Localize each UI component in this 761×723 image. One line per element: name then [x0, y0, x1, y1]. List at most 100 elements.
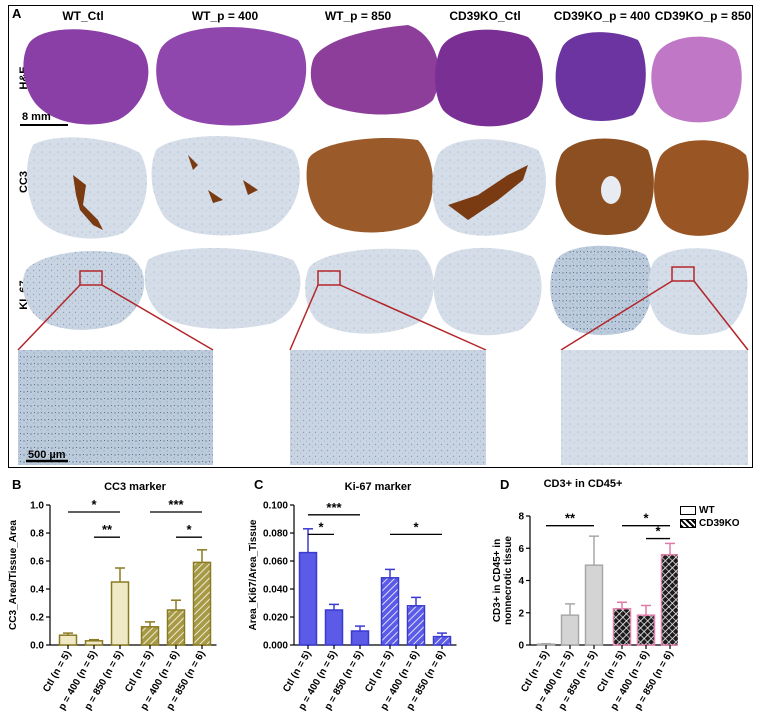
he-wt-850 [310, 25, 440, 115]
zoom-line [560, 280, 673, 351]
column-title-ko-400: CD39KO_p = 400 [553, 9, 651, 23]
cc3-ko-400-hole [601, 176, 621, 204]
bar [350, 630, 370, 646]
bar [432, 635, 452, 646]
he-row-images [20, 25, 742, 127]
legend-item-wt: WT [680, 505, 740, 516]
y-tick-label: 2 [518, 608, 524, 619]
micrograph-grid [17, 25, 749, 465]
column-title-ko-850: CD39KO_p = 850 [654, 9, 752, 23]
y-tick-label: 0.8 [30, 529, 44, 540]
panel-label-c: C [254, 477, 264, 492]
y-tick-label: 0 [518, 641, 524, 652]
significance-label: ** [102, 522, 113, 537]
he-wt-ctl [23, 29, 149, 125]
column-title-wt-ctl: WT_Ctl [62, 9, 104, 23]
chart-c: 0.000 0.020 0.040 0.060 0.080 0.100 Area_Ki67/… [248, 500, 457, 712]
significance-label: * [643, 511, 649, 526]
y-tick-label: 1.0 [30, 501, 44, 512]
y-tick-label: 0.100 [263, 501, 288, 512]
chart-c-title: Ki-67 marker [344, 481, 412, 493]
ki67-wt-850 [305, 248, 434, 334]
zoom-line [693, 280, 749, 351]
panel-label-b: B [12, 477, 22, 492]
ki67-wt-400 [144, 247, 301, 329]
bar [140, 626, 160, 646]
ki67-wt-ctl [22, 250, 145, 330]
bar [406, 605, 426, 646]
bar [560, 614, 580, 646]
zoom-line [101, 284, 214, 351]
cc3-row-images [26, 136, 749, 239]
significance-label: * [318, 519, 324, 534]
y-tick-label: 6 [518, 544, 524, 555]
cc3-ko-850 [654, 140, 749, 236]
ki67-ko-ctl [433, 247, 542, 336]
significance-label: *** [168, 497, 184, 512]
y-tick-label: 0.0 [30, 641, 44, 652]
y-tick-label: 0.6 [30, 557, 44, 568]
chart-b: 0.00.20.40.60.81.0CC3_Area/Tissue_AreaCt… [8, 497, 217, 712]
bar [584, 564, 604, 646]
bar [324, 609, 344, 646]
he-ko-ctl [435, 29, 543, 127]
cc3-wt-ctl [26, 137, 147, 239]
y-axis-label: Area_Ki67/Area_Tissue [248, 519, 259, 630]
column-title-wt-850: WT_p = 850 [324, 9, 392, 23]
bar [58, 634, 78, 646]
bar [110, 581, 130, 646]
y-tick-label: 0.000 [263, 641, 288, 652]
bar [192, 561, 212, 646]
scale-bar-large-label: 8 mm [22, 111, 51, 123]
zoom-box-ko-850 [671, 266, 695, 282]
legend-swatch-wt [680, 506, 696, 515]
cc3-ko-ctl-stain [448, 165, 528, 220]
he-ko-400 [555, 32, 646, 121]
bar [166, 609, 186, 646]
legend-swatch-ko [680, 519, 696, 528]
he-wt-400 [156, 27, 307, 126]
y-tick-label: 0.060 [263, 557, 288, 568]
chart-d-title: CD3+ in CD45+ [543, 478, 623, 490]
bar-crosshatch [637, 615, 655, 645]
bar [380, 577, 400, 646]
significance-label: ** [565, 511, 576, 526]
zoom-box-wt-ctl [79, 270, 103, 286]
he-ko-850 [651, 36, 742, 123]
inset-wt-ctl [18, 350, 213, 465]
column-title-wt-400: WT_p = 400 [191, 9, 259, 23]
y-tick-label: 0.080 [263, 529, 288, 540]
significance-label: *** [326, 500, 342, 515]
y-tick-label: 0.2 [30, 613, 44, 624]
y-axis-label: CD3+ in CD45+ innonnecrotic tissue [492, 536, 514, 625]
y-tick-label: 4 [518, 576, 524, 587]
column-title-ko-ctl: CD39KO_Ctl [449, 9, 521, 23]
legend-label-ko: CD39KO [699, 518, 740, 529]
chart-b-title: CC3 marker [104, 481, 166, 493]
cc3-wt-400 [151, 136, 300, 236]
bar [298, 551, 318, 646]
cc3-ko-ctl [432, 139, 546, 236]
y-tick-label: 0.020 [263, 613, 288, 624]
significance-label: * [413, 519, 419, 534]
ki67-row-images [17, 245, 749, 351]
legend-item-ko: CD39KO [680, 518, 740, 529]
cc3-wt-ctl-stain [73, 175, 103, 230]
y-axis-label: CC3_Area/Tissue_Area [8, 520, 19, 630]
y-tick-label: 8 [518, 512, 524, 523]
zoom-box-wt-850 [317, 270, 341, 286]
legend-label-wt: WT [699, 505, 715, 516]
zoom-line [339, 284, 487, 351]
cc3-wt-850 [306, 137, 433, 233]
y-tick-label: 0.040 [263, 585, 288, 596]
significance-label: * [91, 497, 97, 512]
bar-crosshatch [661, 554, 678, 645]
scale-bar-small-label: 500 µm [28, 449, 66, 461]
bar [536, 643, 556, 646]
y-tick-label: 0.4 [30, 585, 44, 596]
ki67-ko-850 [648, 248, 748, 336]
zoom-line [289, 284, 319, 351]
inset-wt-850 [290, 350, 486, 465]
zoom-line [17, 284, 81, 351]
